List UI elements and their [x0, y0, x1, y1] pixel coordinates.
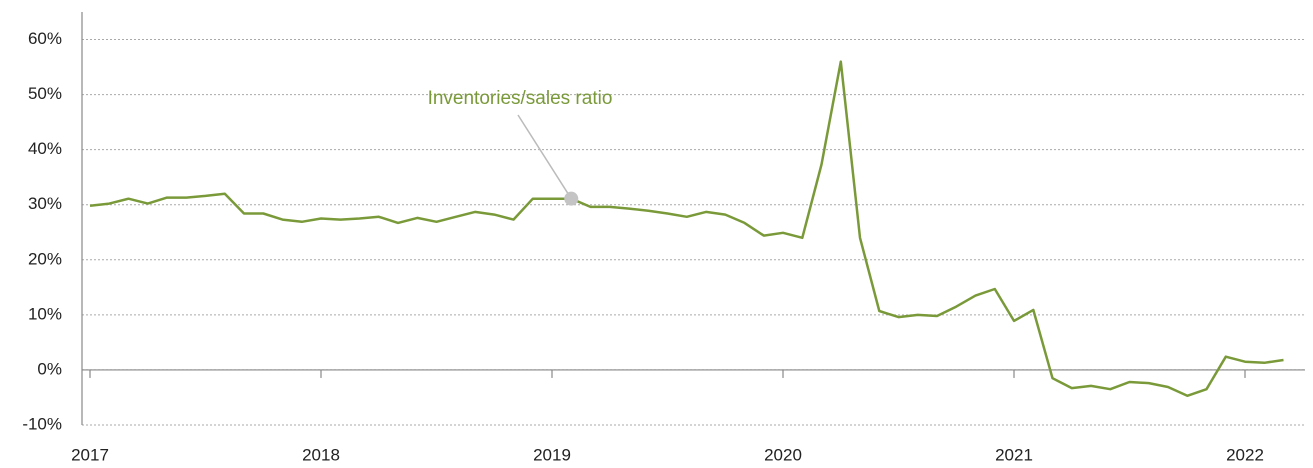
- x-tick-label: 2021: [995, 445, 1033, 464]
- x-tick-label: 2022: [1226, 445, 1264, 464]
- y-tick-label: 10%: [28, 304, 62, 323]
- x-tick-label: 2020: [764, 445, 802, 464]
- y-tick-label: 50%: [28, 84, 62, 103]
- x-tick-label: 2017: [71, 445, 109, 464]
- y-tick-label: 30%: [28, 194, 62, 213]
- series-label: Inventories/sales ratio: [428, 88, 613, 109]
- x-tick-label: 2018: [302, 445, 340, 464]
- y-tick-label: 40%: [28, 139, 62, 158]
- y-tick-label: 20%: [28, 249, 62, 268]
- annotation-dot: [564, 191, 579, 206]
- y-tick-label: -10%: [22, 414, 62, 433]
- annotation-leader: [517, 114, 572, 200]
- y-tick-label: 0%: [37, 359, 62, 378]
- y-tick-label: 60%: [28, 29, 62, 48]
- x-tick-label: 2019: [533, 445, 571, 464]
- series-line: [89, 60, 1284, 398]
